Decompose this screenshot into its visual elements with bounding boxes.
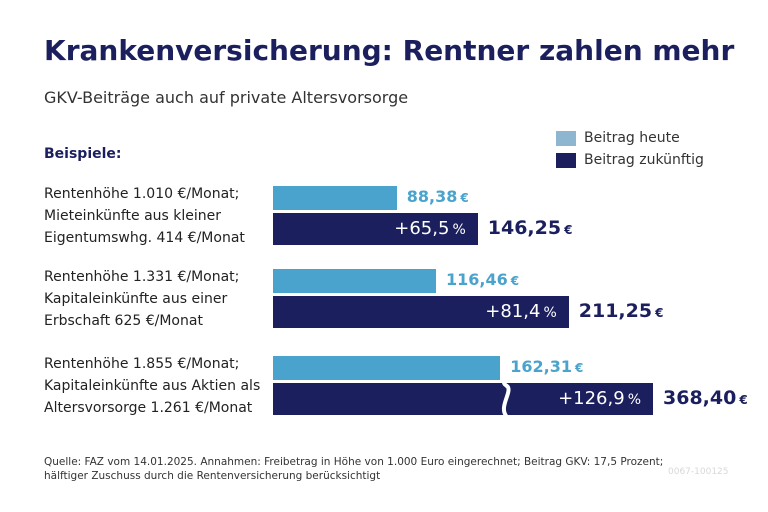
change-value: +65,5 [394,218,450,239]
value-label-today: 162,31 € [510,357,583,376]
bar-today [273,186,397,210]
value-future-text: 368,40 [663,387,737,409]
category-label-line: Altersvorsorge 1.261 €/Monat [44,400,253,416]
bar-future [273,296,569,328]
section-label: Beispiele: [44,146,122,162]
legend-swatch-today [556,130,576,146]
value-today-text: 162,31 [510,357,572,376]
chart-title: Krankenversicherung: Rentner zahlen mehr [44,34,735,67]
legend-item-today: Beitrag heute [556,127,704,149]
chart-subtitle: GKV-Beiträge auch auf private Altersvors… [44,88,409,107]
bar-future [273,383,653,415]
source-line-1: Quelle: FAZ vom 14.01.2025. Annahmen: Fr… [44,456,664,468]
currency-unit: € [655,306,664,320]
category-label-line: Rentenhöhe 1.331 €/Monat; [44,269,240,285]
legend-label-future: Beitrag zukünftig [584,152,704,168]
change-label: +126,9% [273,388,641,409]
value-future-text: 211,25 [578,300,653,322]
category-label-line: Mieteinkünfte aus kleiner [44,208,222,224]
graphic-code: 0067-100125 [668,467,729,477]
value-label-future: 211,25 € [579,300,664,322]
percent-unit: % [543,305,557,321]
category-label: Rentenhöhe 1.331 €/Monat; Kapitaleinkünft… [44,266,239,332]
percent-unit: % [452,222,466,238]
currency-unit: € [739,393,748,407]
category-label-line: Kapitaleinkünfte aus einer [44,291,228,307]
category-label-line: Erbschaft 625 €/Monat [44,313,203,329]
value-label-future: 368,40 € [663,387,748,409]
bar-future [273,213,478,245]
change-label: +65,5% [273,218,466,239]
category-label: Rentenhöhe 1.855 €/Monat; Kapitaleinkünft… [44,353,260,419]
category-label-line: Rentenhöhe 1.855 €/Monat; [44,356,240,372]
bar-today [273,269,437,293]
value-label-today: 116,46 € [446,270,519,289]
legend-label-today: Beitrag heute [584,130,680,146]
category-label: Rentenhöhe 1.010 €/Monat; Mieteinkünfte a… [44,183,245,249]
change-label: +81,4% [273,301,557,322]
category-label-line: Rentenhöhe 1.010 €/Monat; [44,186,240,202]
category-label-line: Kapitaleinkünfte aus Aktien als [44,378,261,394]
currency-unit: € [510,274,520,288]
change-value: +81,4 [485,301,541,322]
value-future-text: 146,25 [487,217,562,239]
percent-unit: % [627,392,641,408]
change-value: +126,9 [558,388,625,409]
currency-unit: € [564,223,573,237]
legend-swatch-future [556,152,576,168]
bar-today [273,356,501,380]
source-line-2: hälftiger Zuschuss durch die Rentenversi… [44,470,381,482]
legend-item-future: Beitrag zukünftig [556,149,704,171]
legend: Beitrag heute Beitrag zukünftig [556,127,704,171]
currency-unit: € [574,361,584,375]
value-label-future: 146,25 € [488,217,573,239]
category-label-line: Eigentumswhg. 414 €/Monat [44,230,245,246]
source-note: Quelle: FAZ vom 14.01.2025. Annahmen: Fr… [44,455,663,483]
currency-unit: € [460,191,469,205]
axis-break-line [501,354,511,418]
value-label-today: 88,38 € [407,187,469,206]
value-today-text: 116,46 [446,270,508,289]
value-today-text: 88,38 [406,187,458,206]
